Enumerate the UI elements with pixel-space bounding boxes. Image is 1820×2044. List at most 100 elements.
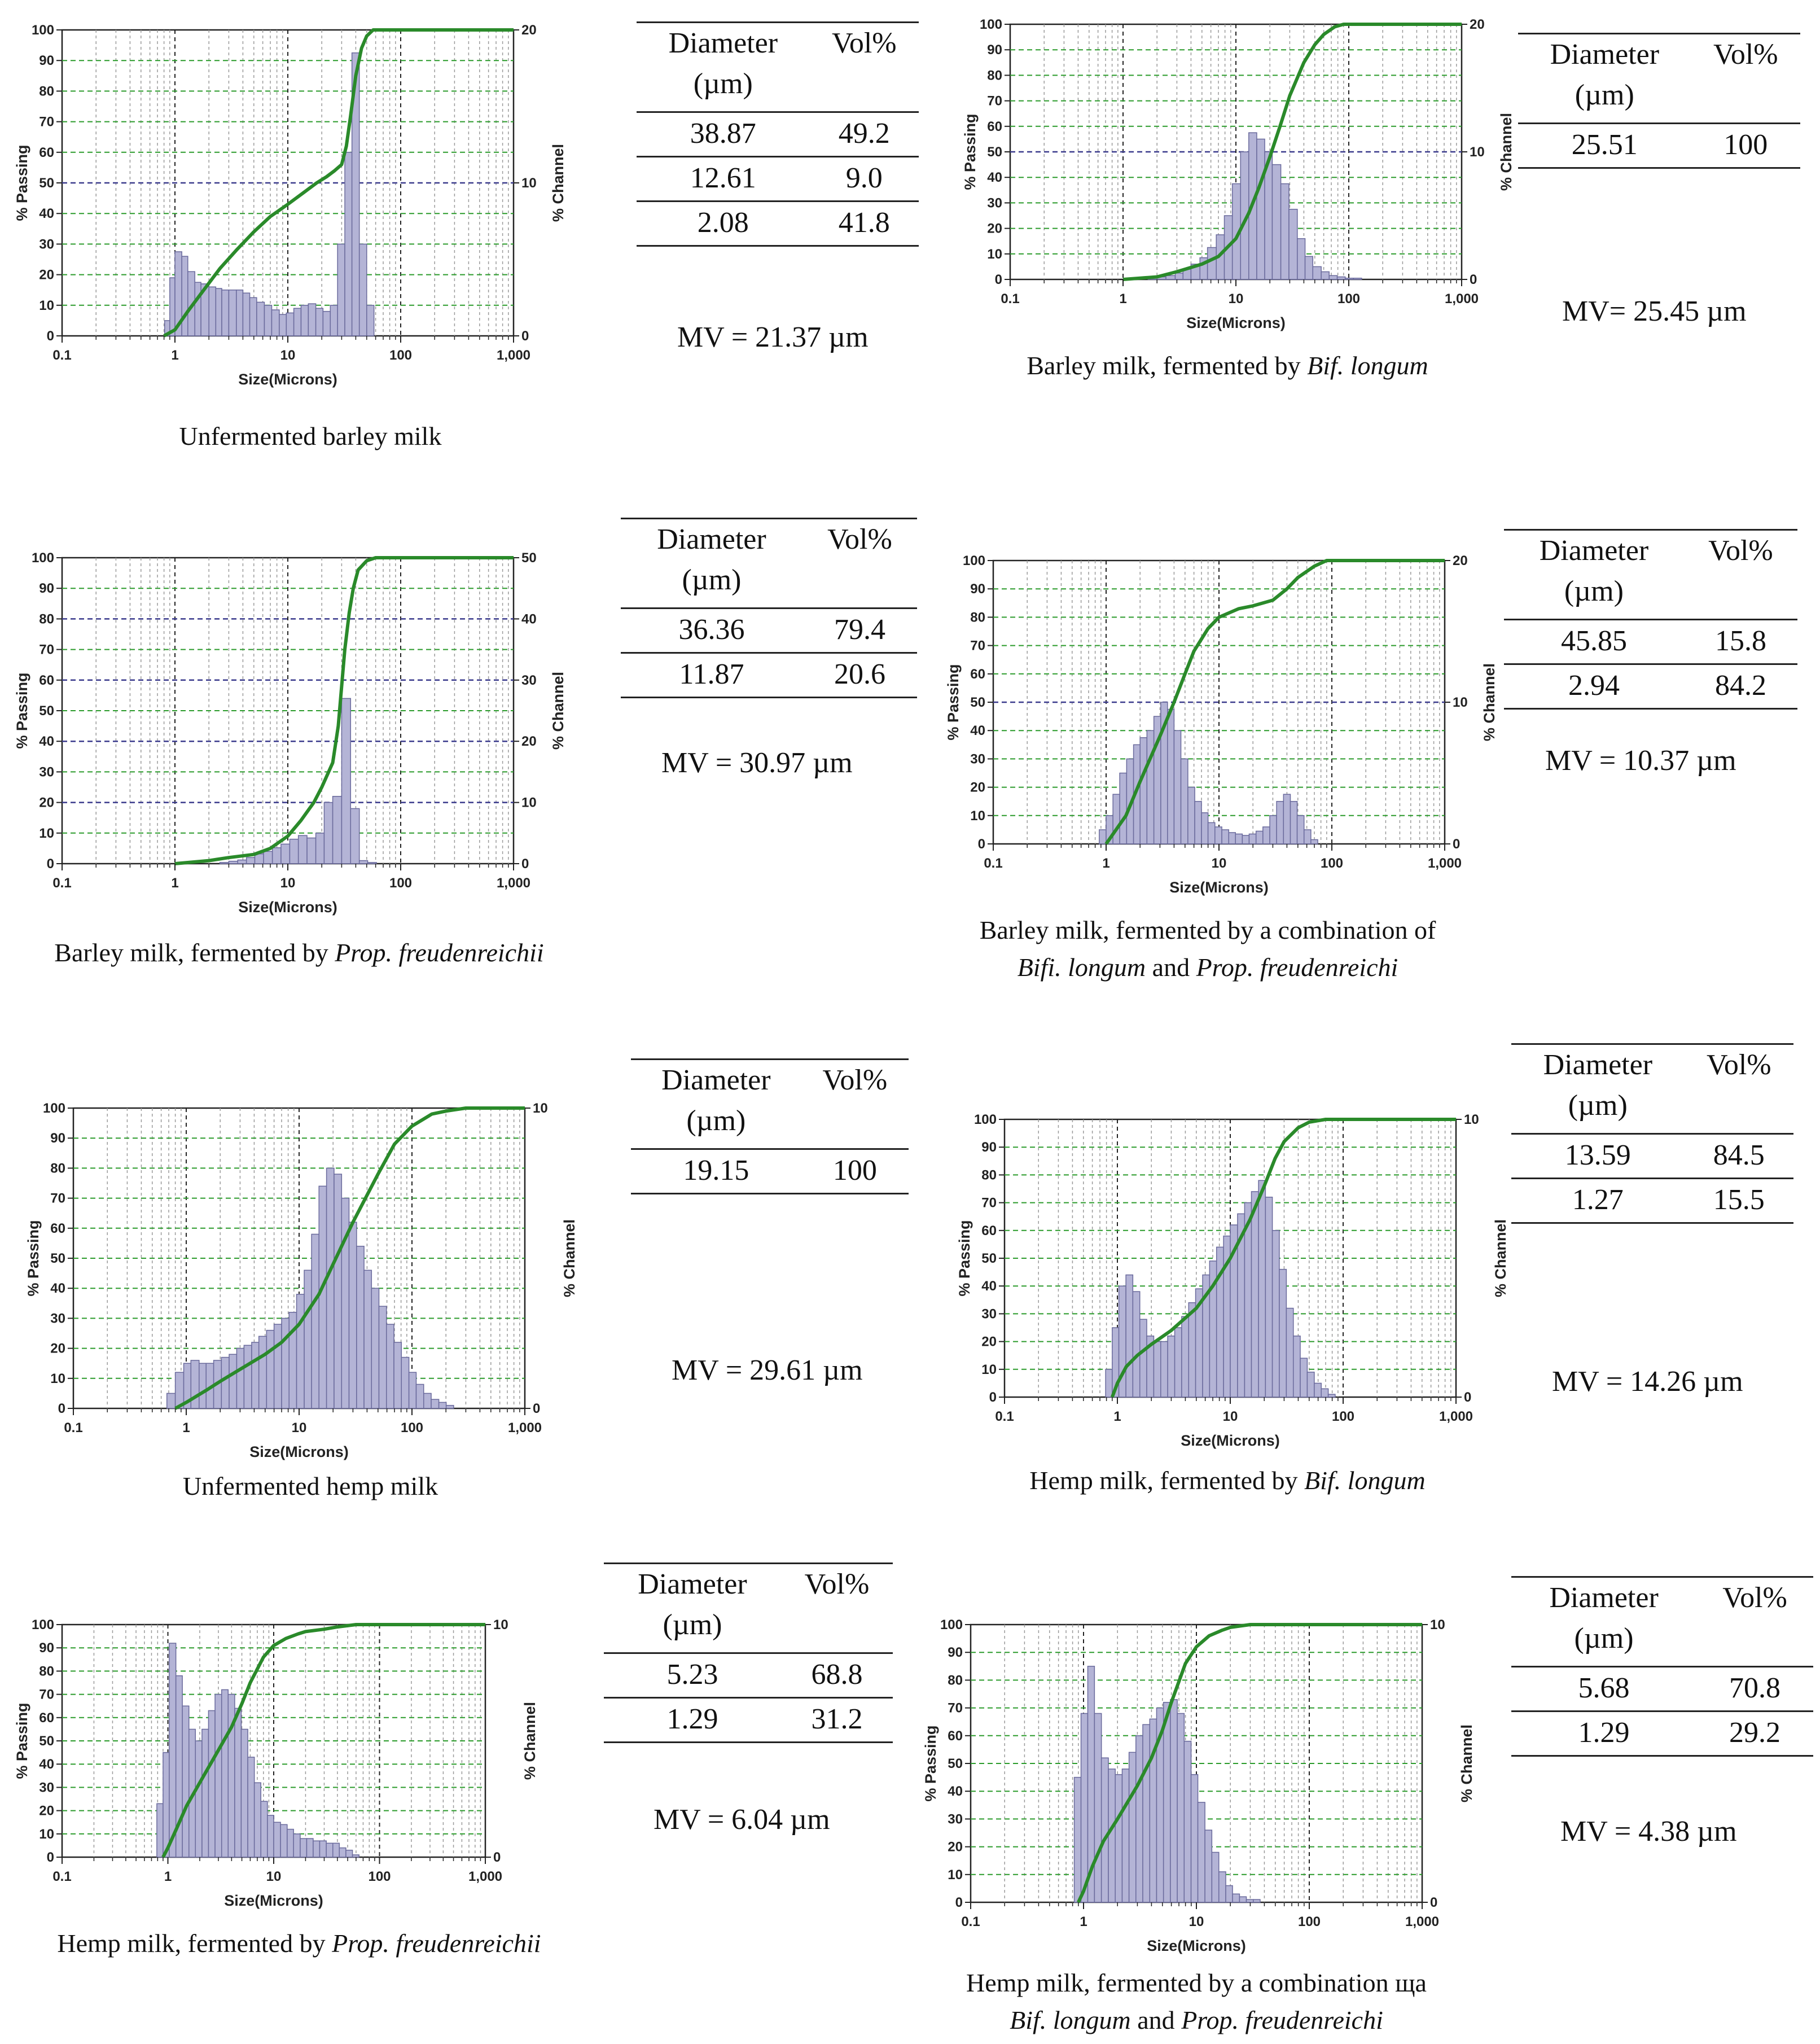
histogram-bar bbox=[1300, 1358, 1308, 1398]
histogram-bar bbox=[1225, 1885, 1233, 1903]
histogram-bar bbox=[214, 1693, 222, 1858]
histogram-bar bbox=[1132, 1291, 1141, 1398]
cell-vol: 41.8 bbox=[809, 201, 919, 247]
y-tick-label: 60 bbox=[39, 1710, 54, 1726]
cell-diameter: 45.85 bbox=[1504, 619, 1684, 665]
x-axis-title: Size(Microns) bbox=[1186, 314, 1286, 331]
y-tick-label: 50 bbox=[50, 1251, 65, 1266]
histogram-bar bbox=[1251, 1191, 1259, 1398]
x-tick-label: 1 bbox=[1102, 856, 1109, 871]
y-tick-label: 10 bbox=[948, 1867, 963, 1883]
y-tick-label: 0 bbox=[989, 1390, 997, 1405]
x-tick-label: 1 bbox=[1080, 1914, 1087, 1929]
histogram-bar bbox=[1204, 1829, 1213, 1903]
histogram-bar bbox=[1218, 1871, 1226, 1903]
y-tick-label: 30 bbox=[39, 237, 54, 252]
y2-tick-label: 0 bbox=[1453, 837, 1460, 852]
y-tick-label: 40 bbox=[987, 170, 1002, 185]
y-tick-label: 90 bbox=[39, 53, 54, 68]
histogram-bars bbox=[1147, 132, 1362, 280]
y-tick-label: 40 bbox=[948, 1784, 963, 1799]
histogram-bar bbox=[163, 1752, 170, 1858]
histogram-bar bbox=[311, 1233, 319, 1409]
histogram-bar bbox=[344, 152, 353, 336]
histogram-bar bbox=[280, 1824, 288, 1858]
chart-svg: 0 10 20 30 40 50 60 70 80 90 100 0 10 20 0.1 1 10 100 1,00… bbox=[962, 17, 1515, 331]
cumulative-line bbox=[1110, 1118, 1456, 1398]
histogram-bar bbox=[1108, 1769, 1116, 1903]
cell-vol: 84.5 bbox=[1684, 1133, 1793, 1179]
chart-svg: 0 10 20 30 40 50 60 70 80 90 100 0 10 20 30 40 50 0.1 1 10 1… bbox=[14, 550, 567, 916]
y-tick-label: 90 bbox=[50, 1131, 65, 1146]
table-row: 25.51 100 bbox=[1518, 123, 1800, 169]
histogram-bar bbox=[1207, 247, 1217, 280]
y-tick-label: 50 bbox=[39, 703, 54, 719]
histogram-bar bbox=[306, 1838, 314, 1858]
y-tick-label: 60 bbox=[39, 145, 54, 160]
mv-barley-prop-freudenreichii: MV = 30.97 µm bbox=[661, 747, 853, 779]
histogram-bar bbox=[221, 1356, 230, 1409]
histogram-bar bbox=[1292, 1336, 1301, 1398]
x-tick-label: 0.1 bbox=[64, 1420, 82, 1435]
histogram-bar bbox=[1139, 1319, 1147, 1398]
histogram-bar bbox=[242, 292, 251, 336]
histogram-bar bbox=[1170, 1699, 1178, 1903]
histogram-bar bbox=[1146, 730, 1155, 844]
cumulative-line bbox=[174, 1106, 525, 1410]
cell-vol: 79.4 bbox=[802, 608, 917, 654]
y-tick-label: 10 bbox=[970, 808, 985, 824]
x-axis-title: Size(Microns) bbox=[224, 1892, 323, 1909]
y-axis-title: % Passing bbox=[14, 145, 30, 221]
histogram-bars bbox=[1105, 1180, 1336, 1398]
x-tick-label: 1,000 bbox=[497, 348, 530, 363]
histogram-bar bbox=[1073, 1776, 1082, 1903]
y-tick-label: 40 bbox=[970, 723, 985, 738]
histogram-bar bbox=[236, 1347, 245, 1409]
y-tick-label: 70 bbox=[987, 94, 1002, 109]
y-tick-label: 10 bbox=[981, 1362, 997, 1377]
x-tick-label: 10 bbox=[1229, 291, 1244, 307]
histogram-bar bbox=[296, 1294, 305, 1409]
x-tick-label: 100 bbox=[389, 348, 412, 363]
table-row: 19.15 100 bbox=[631, 1149, 909, 1194]
y-tick-label: 80 bbox=[981, 1167, 997, 1183]
histogram-bar bbox=[1303, 829, 1312, 844]
histogram-bar bbox=[363, 1270, 372, 1409]
col-vol: Vol% bbox=[1683, 529, 1797, 620]
histogram-bar bbox=[1312, 266, 1322, 280]
histogram-bar bbox=[356, 1245, 365, 1409]
chart-svg: 0 10 20 30 40 50 60 70 80 90 100 0 10 20 0.1 1 10 100 1,00… bbox=[945, 553, 1498, 896]
y-tick-label: 100 bbox=[974, 1112, 997, 1127]
x-tick-label: 0.1 bbox=[984, 856, 1002, 871]
histogram-bar bbox=[1321, 1388, 1329, 1398]
cell-diameter: 1.29 bbox=[604, 1697, 781, 1743]
histogram-bar bbox=[219, 862, 230, 864]
x-tick-label: 1 bbox=[164, 1869, 172, 1884]
histogram-bar bbox=[181, 256, 188, 336]
histogram-bar bbox=[1297, 238, 1306, 280]
y-tick-label: 30 bbox=[39, 764, 54, 780]
y-axis-title: % Passing bbox=[922, 1725, 939, 1801]
histogram-bar bbox=[297, 835, 308, 864]
cell-vol: 31.2 bbox=[780, 1697, 893, 1743]
y2-tick-label: 0 bbox=[521, 329, 529, 344]
x-tick-label: 0.1 bbox=[995, 1409, 1014, 1424]
histogram-bar bbox=[1279, 1268, 1287, 1398]
y-tick-label: 90 bbox=[948, 1645, 963, 1660]
cell-vol: 100 bbox=[1691, 123, 1800, 169]
histogram-bar bbox=[243, 1345, 252, 1409]
histogram-bar bbox=[445, 1404, 454, 1409]
cell-diameter: 5.23 bbox=[604, 1653, 781, 1699]
histogram-bar bbox=[221, 1689, 229, 1858]
table-row: 1.29 29.2 bbox=[1511, 1711, 1813, 1757]
x-axis-title: Size(Microns) bbox=[1147, 1937, 1246, 1954]
table-row: 36.36 79.4 bbox=[621, 608, 917, 654]
histogram-bar bbox=[315, 833, 325, 864]
histogram-bar bbox=[1262, 826, 1270, 844]
x-tick-label: 1,000 bbox=[497, 876, 530, 891]
histogram-bar bbox=[221, 289, 230, 336]
y-tick-label: 20 bbox=[970, 780, 985, 795]
y-tick-label: 70 bbox=[970, 638, 985, 654]
y-axis-title: % Passing bbox=[956, 1220, 973, 1296]
y-tick-label: 80 bbox=[970, 610, 985, 625]
